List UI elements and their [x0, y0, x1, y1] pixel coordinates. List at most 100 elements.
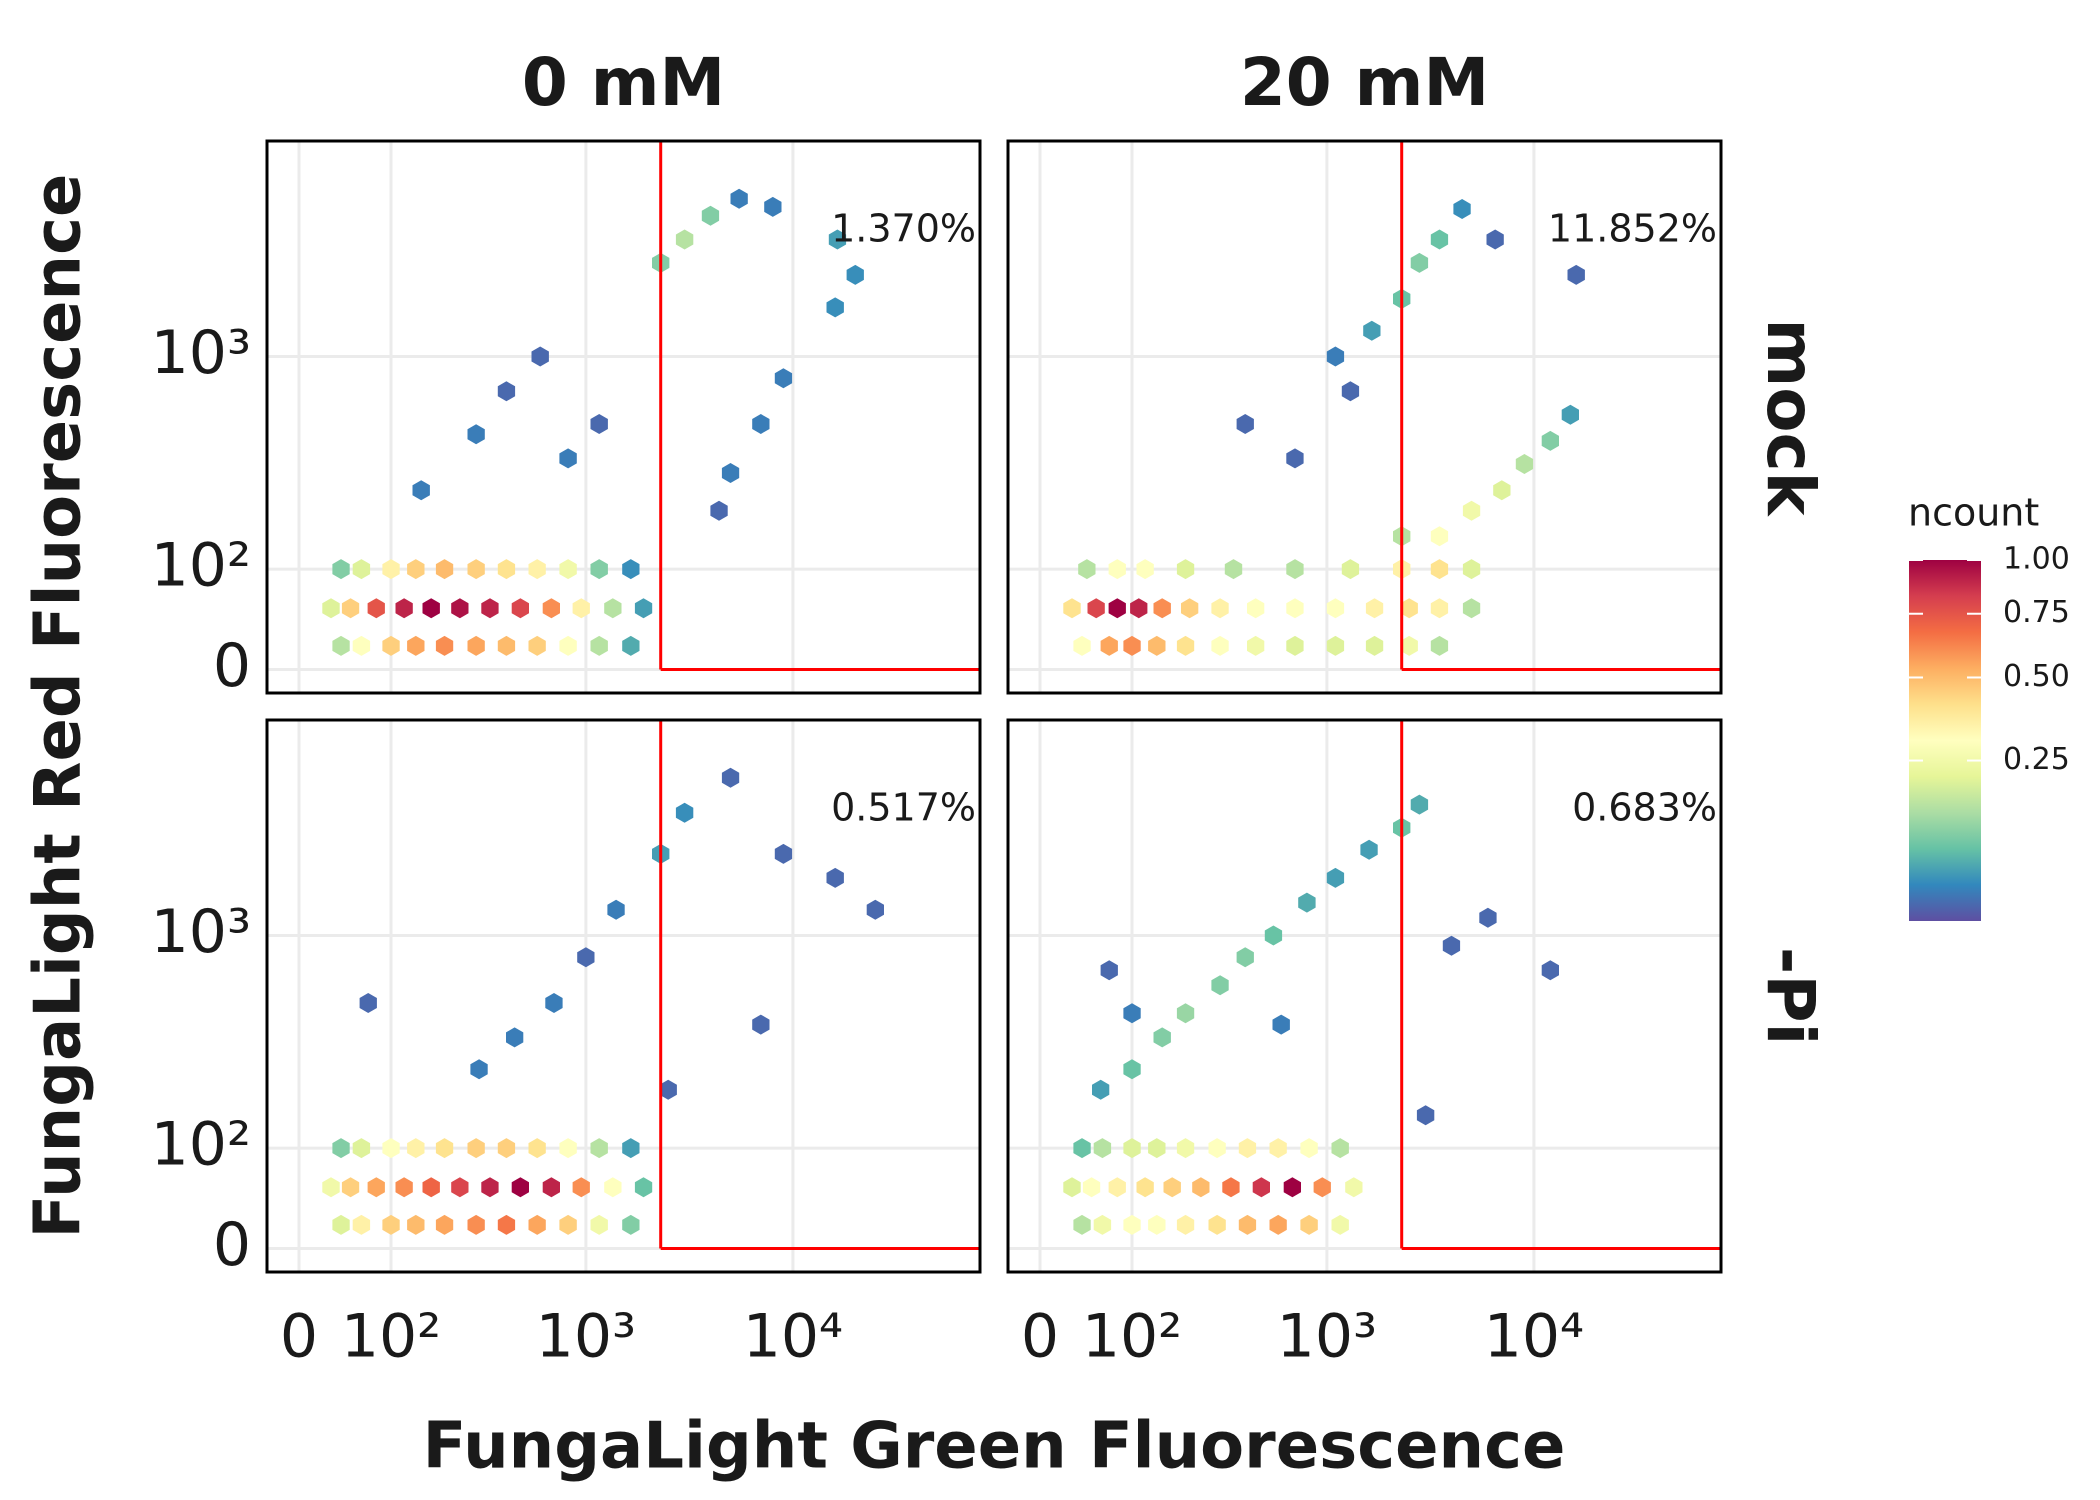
hexbin	[1286, 559, 1304, 580]
hexbin	[1331, 1138, 1349, 1159]
hexbin	[1365, 598, 1384, 619]
hexbin	[572, 598, 590, 619]
hexbin	[559, 1214, 577, 1235]
hexbin	[1136, 1177, 1154, 1198]
x-tick-label: 10³	[1277, 1302, 1377, 1372]
gate-percent: 0.517%	[831, 786, 976, 830]
hexbin	[332, 1138, 350, 1159]
hexbin	[1493, 480, 1511, 501]
hexbin	[497, 635, 516, 656]
x-tick-label: 0	[280, 1302, 318, 1372]
hexbin	[604, 598, 622, 619]
panel-background	[267, 141, 980, 693]
hexbin	[341, 1177, 360, 1198]
hexbin	[1093, 1138, 1112, 1159]
hexbin	[590, 1138, 608, 1159]
hexbin	[322, 1177, 340, 1198]
hexbin	[1148, 1138, 1166, 1159]
hexbin	[1486, 229, 1504, 250]
hexbin	[590, 635, 608, 656]
hexbin	[607, 899, 625, 920]
hexbin	[1208, 1138, 1226, 1159]
hexbin	[528, 1138, 546, 1159]
hexbin	[604, 1177, 622, 1198]
hexbin	[435, 559, 454, 580]
hexbin	[1365, 635, 1384, 656]
hexbin	[1100, 635, 1118, 656]
hexbin	[1264, 925, 1283, 946]
hexbin	[1176, 1138, 1195, 1159]
row-strip: -Pi	[1752, 947, 1829, 1045]
hexbin	[675, 802, 694, 823]
hexbin	[1345, 1177, 1363, 1198]
hexbin	[1567, 264, 1585, 285]
hexbin	[511, 1177, 529, 1198]
hexbin	[1108, 598, 1126, 619]
panel: 1.370%	[265, 139, 982, 695]
hexbin	[622, 1214, 640, 1235]
hexbin	[764, 196, 782, 217]
hexbin	[1326, 867, 1345, 888]
hexbin	[1453, 199, 1471, 219]
hexbin	[634, 598, 653, 619]
hexbin	[634, 1177, 653, 1198]
colorbar	[1909, 560, 1981, 921]
legend-title: ncount	[1908, 491, 2039, 535]
hexbins	[322, 767, 884, 1235]
hexbin	[322, 598, 340, 619]
hexbin	[752, 1014, 770, 1035]
hexbin	[332, 559, 350, 580]
hexbin	[395, 598, 413, 619]
y-tick-label: 10²	[151, 1110, 251, 1180]
hexbin	[1410, 252, 1429, 273]
hexbin	[1430, 526, 1449, 547]
hexbin	[506, 1027, 524, 1048]
hexbin	[497, 1138, 516, 1159]
hexbin	[382, 635, 400, 656]
y-tick-label: 0	[213, 1210, 251, 1280]
hexbin	[1442, 935, 1461, 956]
hexbin	[407, 635, 425, 656]
hexbin	[1092, 1079, 1110, 1100]
hexbin	[721, 463, 740, 483]
hexbin	[1123, 1059, 1141, 1080]
hexbin	[1300, 1214, 1318, 1235]
hexbin	[622, 559, 640, 580]
x-tick-label: 10⁴	[1484, 1302, 1584, 1372]
panel: 0.517%	[265, 718, 982, 1274]
hexbin	[752, 414, 770, 434]
hexbin	[407, 1214, 425, 1235]
hexbin	[1153, 598, 1171, 619]
hexbins	[322, 188, 864, 656]
hexbin	[422, 598, 440, 619]
y-tick-label: 10³	[151, 318, 251, 388]
x-tick-label: 10³	[536, 1302, 636, 1372]
panel: 11.852%	[1006, 139, 1723, 695]
panel-background	[1008, 720, 1721, 1272]
hexbin	[528, 559, 546, 580]
x-tick-label: 10²	[1082, 1302, 1182, 1372]
hexbin	[497, 559, 516, 580]
hexbin	[407, 1138, 425, 1159]
hexbin	[1247, 598, 1265, 619]
hexbin	[1108, 1177, 1126, 1198]
hexbin	[352, 635, 371, 656]
hexbin	[1326, 635, 1345, 656]
hexbin	[1326, 598, 1345, 619]
hexbin	[481, 598, 499, 619]
hexbin	[675, 229, 694, 250]
hexbin	[1082, 1177, 1101, 1198]
hexbin	[590, 1214, 608, 1235]
hexbin	[1331, 1214, 1349, 1235]
hexbin	[332, 1214, 350, 1235]
hexbin	[1541, 430, 1559, 451]
hexbin	[1341, 559, 1360, 580]
hexbin	[1252, 1177, 1270, 1198]
hexbin	[451, 598, 469, 619]
hexbin	[1073, 1138, 1091, 1159]
hexbin	[577, 947, 595, 968]
hexbin	[467, 1138, 485, 1159]
hexbin	[1176, 1003, 1195, 1024]
hexbin	[435, 1138, 454, 1159]
